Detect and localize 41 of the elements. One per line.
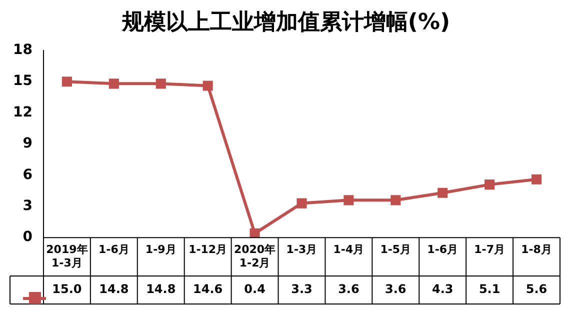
point [250,228,260,238]
data-label: 14.8 [99,282,129,296]
x-tick-label: 1-9月 [145,243,176,256]
data-label: 15.0 [52,282,82,296]
data-label: 3.6 [338,282,360,296]
point [531,174,542,184]
point [390,195,401,206]
point [344,195,354,206]
y-tick-label: 12 [13,104,32,120]
y-tick-label: 0 [22,229,33,246]
x-tick-label: 1-6月 [98,243,130,256]
x-tick-label: 1-5月 [380,243,412,256]
x-tick-label: 1-8月 [521,243,552,256]
x-tick-label: 1-7月 [474,243,506,256]
x-tick-label: 1-6月 [427,243,458,256]
data-label: 14.6 [193,282,223,296]
point [62,76,72,87]
y-tick-label: 6 [22,166,32,183]
x-tick-label: 1-4月 [333,243,364,256]
data-label: 3.6 [385,282,406,296]
y-tick-label: 9 [22,136,32,152]
point [156,78,166,89]
point [438,188,448,198]
y-tick-label: 3 [22,198,32,214]
chart-title: 规模以上工业增加值累计增幅(%) [120,10,450,35]
y-tick-label: 15 [13,73,32,90]
data-label: 14.8 [146,282,176,296]
data-label: 5.6 [526,282,548,296]
point [202,80,213,91]
y-tick-label: 18 [13,42,32,58]
data-label: 4.3 [432,282,454,296]
data-label: 3.3 [291,282,312,296]
data-label: 0.4 [244,282,266,296]
point [108,78,119,89]
point [296,198,307,208]
x-tick-label: 2020年 1-2月 [234,243,276,270]
x-tick-label: 2019年 1-3月 [46,243,88,270]
point [484,180,495,190]
x-tick-label: 1-3月 [286,243,318,256]
data-label: 5.1 [478,282,500,296]
x-tick-label: 1-12月 [188,243,228,256]
